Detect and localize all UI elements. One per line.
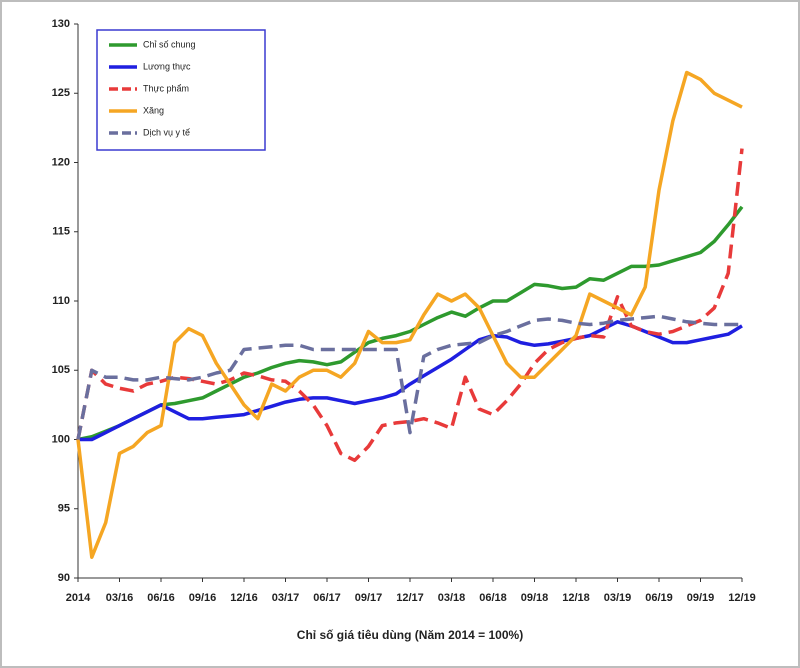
x-tick-label: 06/16	[147, 592, 175, 604]
x-tick-label: 06/19	[645, 592, 673, 604]
legend-label: Xăng	[143, 105, 164, 115]
x-tick-label: 06/17	[313, 592, 341, 604]
x-tick-label: 09/18	[521, 592, 549, 604]
series-line	[77, 205, 744, 442]
x-tick-label: 09/16	[189, 592, 217, 604]
legend-label: Thực phẩm	[143, 83, 189, 93]
x-axis-title: Chỉ số giá tiêu dùng (Năm 2014 = 100%)	[297, 628, 523, 642]
x-tick-label: 12/17	[396, 592, 424, 604]
legend-label: Dịch vụ y tế	[143, 127, 190, 137]
x-tick-label: 03/16	[106, 592, 134, 604]
y-tick-label: 105	[52, 364, 70, 376]
y-tick-label: 115	[52, 226, 70, 238]
x-tick-label: 12/16	[230, 592, 258, 604]
y-tick-label: 120	[52, 156, 70, 168]
x-tick-label: 2014	[66, 592, 91, 604]
x-tick-label: 06/18	[479, 592, 507, 604]
legend-label: Lương thực	[143, 61, 191, 71]
y-tick-label: 95	[58, 503, 70, 515]
y-tick-label: 100	[52, 433, 70, 445]
y-tick-label: 90	[58, 572, 70, 584]
series-line	[76, 314, 742, 440]
x-tick-label: 03/19	[604, 592, 632, 604]
x-tick-label: 09/19	[687, 592, 715, 604]
legend-label: Chỉ số chung	[143, 39, 196, 49]
y-tick-label: 130	[52, 18, 70, 30]
x-tick-label: 12/18	[562, 592, 590, 604]
x-tick-label: 09/17	[355, 592, 383, 604]
y-tick-label: 125	[52, 87, 70, 99]
x-tick-label: 03/17	[272, 592, 300, 604]
x-tick-label: 12/19	[728, 592, 756, 604]
x-tick-label: 03/18	[438, 592, 466, 604]
y-tick-label: 110	[52, 295, 70, 307]
series-line	[76, 70, 743, 559]
